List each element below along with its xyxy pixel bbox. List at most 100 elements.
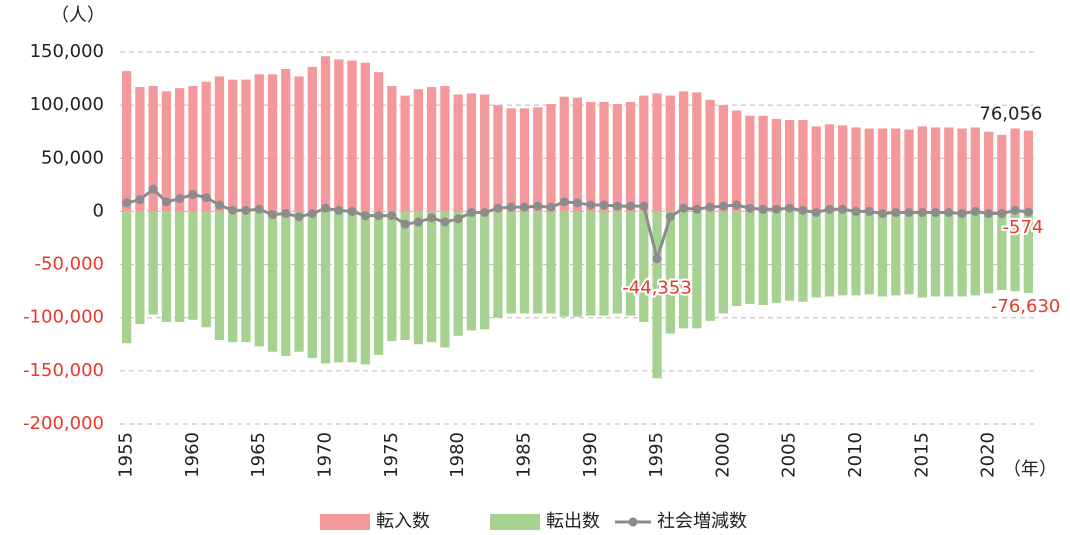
line-point (347, 206, 357, 216)
bar (1010, 211, 1020, 292)
line-point (745, 203, 755, 213)
bar (652, 93, 662, 212)
bar (1023, 130, 1034, 212)
y-tick-label: -100,000 (23, 307, 104, 328)
line-point (122, 198, 132, 208)
line-point (771, 204, 781, 214)
legend-swatch (490, 514, 540, 530)
x-tick-label: 1970 (315, 432, 336, 478)
bar (148, 86, 158, 212)
data-label: -574 (1003, 217, 1044, 238)
line-point (718, 201, 728, 211)
line-point (506, 202, 516, 212)
bar (281, 69, 291, 212)
bar (214, 211, 225, 341)
line-point (201, 193, 211, 203)
line-point (254, 204, 264, 214)
bar (612, 104, 622, 212)
bar (254, 211, 264, 347)
line-point (241, 205, 251, 215)
x-tick-label: 1995 (646, 432, 667, 478)
line-point (307, 209, 317, 219)
bar (917, 211, 927, 298)
bar (175, 211, 185, 322)
bar (572, 211, 583, 317)
bar (228, 211, 238, 343)
bar (625, 101, 636, 212)
bar (997, 134, 1007, 212)
bar (493, 105, 503, 212)
y-tick-label: 150,000 (30, 41, 104, 62)
line-point (214, 200, 224, 210)
bar (426, 87, 437, 212)
line-point (917, 207, 927, 217)
bar (824, 211, 835, 297)
bar (930, 211, 941, 297)
bar (214, 76, 225, 212)
line-point (533, 201, 543, 211)
line-point (268, 210, 277, 220)
bar (506, 211, 516, 314)
data-label: 76,056 (979, 104, 1042, 125)
x-tick-label: 2005 (779, 432, 800, 478)
bar (161, 91, 172, 212)
bar (572, 97, 583, 212)
line-point (135, 195, 145, 205)
line-point (519, 202, 529, 212)
bar (970, 211, 980, 296)
bar (135, 87, 145, 212)
line-point (586, 200, 596, 210)
line-point (387, 211, 397, 221)
bar (599, 211, 609, 316)
bar (904, 129, 914, 212)
bar (254, 74, 264, 212)
bar (320, 56, 331, 212)
bar (798, 120, 808, 212)
line-point (440, 217, 450, 227)
bar (559, 96, 569, 212)
line-point (758, 204, 768, 214)
bar (480, 94, 490, 212)
x-tick-label: 1975 (381, 432, 402, 478)
line-point (1023, 207, 1033, 217)
bar (639, 211, 649, 322)
bar (586, 101, 596, 212)
bar (400, 211, 410, 341)
line-point (321, 203, 331, 213)
bar (599, 101, 609, 212)
bar (983, 211, 994, 294)
bar (307, 211, 317, 359)
x-tick-label: 1980 (447, 432, 468, 478)
line-point (904, 207, 914, 217)
bar (413, 89, 424, 212)
bar (705, 99, 715, 212)
y-tick-label: -50,000 (35, 254, 104, 275)
line-point (705, 202, 715, 212)
legend-label: 転出数 (546, 511, 600, 532)
line-point (1010, 205, 1020, 215)
y-tick-label: 0 (93, 200, 104, 221)
line-point (824, 204, 834, 214)
bar (838, 211, 848, 296)
bar (665, 211, 675, 334)
line-point (453, 214, 463, 224)
bar (957, 211, 967, 297)
bar (228, 79, 238, 212)
line-point (997, 209, 1007, 219)
x-tick-label: 1985 (513, 432, 534, 478)
bar (413, 211, 424, 345)
bar (453, 94, 463, 212)
y-tick-label: 100,000 (30, 94, 104, 115)
line-point (334, 205, 344, 215)
bar (519, 211, 530, 314)
bar (930, 127, 941, 212)
bar (267, 211, 278, 352)
line-point (838, 204, 848, 214)
x-tick-label: 2000 (712, 432, 733, 478)
bar (188, 211, 198, 320)
bar (201, 211, 211, 328)
x-tick-label: 2020 (978, 432, 999, 478)
x-tick-label: 2015 (911, 432, 932, 478)
bar (678, 211, 689, 329)
line-point (573, 198, 582, 208)
